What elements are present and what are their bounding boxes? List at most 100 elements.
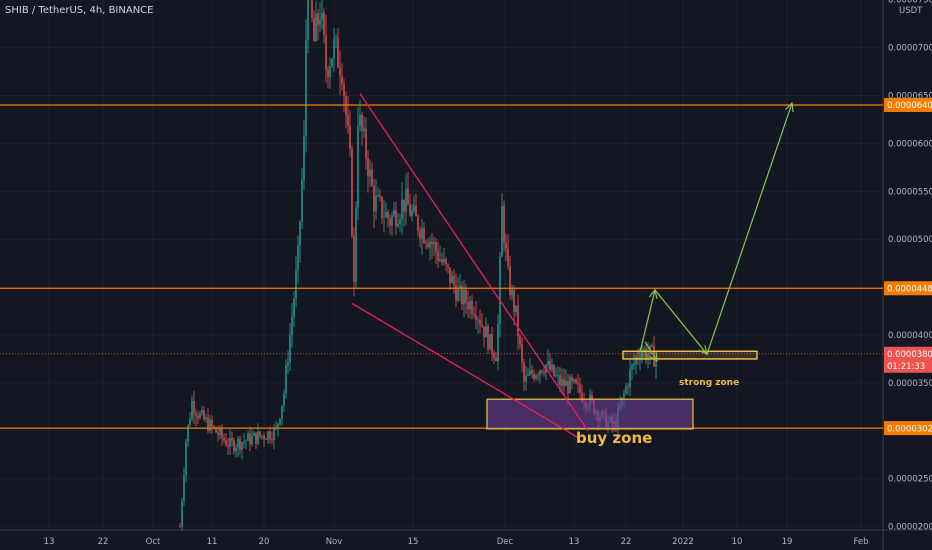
candle bbox=[477, 316, 479, 334]
candle-body bbox=[623, 393, 625, 398]
price-axis-panel bbox=[883, 0, 932, 550]
candle bbox=[267, 430, 269, 445]
candle bbox=[279, 418, 281, 426]
candle-body bbox=[639, 357, 641, 359]
candle bbox=[229, 429, 231, 456]
small-arrow bbox=[644, 341, 658, 362]
candle-body bbox=[417, 216, 419, 231]
candle bbox=[297, 235, 299, 284]
candle bbox=[423, 222, 425, 245]
candle-body bbox=[281, 405, 283, 419]
candle-body bbox=[543, 372, 545, 374]
y-axis-ticks: 0.000085000.000080000.000075000.00007000… bbox=[888, 0, 932, 533]
x-tick-label: Nov bbox=[326, 537, 343, 547]
candle bbox=[439, 245, 441, 263]
candle-body bbox=[387, 212, 389, 219]
candle bbox=[299, 220, 301, 263]
candle-body bbox=[527, 374, 529, 376]
candle-body bbox=[255, 432, 257, 444]
candle bbox=[393, 201, 395, 218]
candle bbox=[383, 199, 385, 233]
candle-body bbox=[371, 169, 373, 186]
x-tick-label: 11 bbox=[207, 537, 218, 547]
candle bbox=[493, 349, 495, 365]
candle-body bbox=[511, 289, 513, 295]
candle-body bbox=[467, 302, 469, 310]
x-tick-label: 13 bbox=[44, 537, 55, 547]
candle-body bbox=[547, 360, 549, 365]
candle bbox=[343, 78, 345, 113]
candle-body bbox=[535, 375, 537, 379]
candle bbox=[335, 35, 337, 48]
candle-body bbox=[319, 19, 321, 25]
candle bbox=[433, 236, 435, 257]
candle bbox=[293, 291, 295, 328]
candle-body bbox=[539, 370, 541, 376]
candle-body bbox=[647, 353, 649, 359]
small-arrow-head bbox=[649, 351, 658, 363]
candle bbox=[379, 189, 381, 202]
candle bbox=[397, 212, 399, 229]
candle bbox=[253, 430, 255, 437]
candle bbox=[427, 238, 429, 249]
candle bbox=[189, 412, 191, 427]
candle bbox=[205, 414, 207, 424]
wedge-upper-line[interactable] bbox=[359, 93, 589, 432]
candle bbox=[329, 57, 331, 90]
candle bbox=[505, 233, 507, 261]
candle-body bbox=[251, 435, 253, 445]
candle bbox=[485, 317, 487, 338]
candle bbox=[507, 234, 509, 270]
arrow-head-down bbox=[698, 345, 708, 356]
candle-body bbox=[495, 357, 497, 362]
buy-zone-box[interactable] bbox=[486, 398, 694, 430]
candle bbox=[545, 363, 547, 380]
candle-body bbox=[351, 148, 353, 237]
candle-body bbox=[533, 373, 535, 379]
candle-body bbox=[187, 425, 189, 442]
candle-body bbox=[441, 259, 443, 263]
wedge-lower-line[interactable] bbox=[351, 302, 579, 439]
candle bbox=[631, 363, 633, 380]
x-tick-label: Feb bbox=[853, 537, 868, 547]
candle-body bbox=[243, 441, 245, 443]
candle bbox=[629, 359, 631, 397]
candle bbox=[317, 9, 319, 41]
candle bbox=[213, 424, 215, 430]
candle-body bbox=[471, 300, 473, 314]
candle-body bbox=[201, 410, 203, 414]
candle bbox=[541, 369, 543, 375]
candle-body bbox=[509, 265, 511, 295]
candle bbox=[577, 373, 579, 394]
candle-body bbox=[459, 285, 461, 289]
projection-path[interactable] bbox=[639, 102, 793, 356]
candle-body bbox=[433, 242, 435, 245]
candle bbox=[451, 270, 453, 284]
candle bbox=[325, 14, 327, 83]
candle-body bbox=[555, 375, 557, 376]
candle bbox=[263, 432, 265, 448]
candle-body bbox=[489, 334, 491, 350]
candle-body bbox=[395, 210, 397, 227]
candle-body bbox=[385, 212, 387, 218]
strong-zone-box[interactable] bbox=[622, 350, 758, 360]
candle bbox=[435, 238, 437, 265]
candle-body bbox=[209, 419, 211, 432]
candle-body bbox=[401, 199, 403, 220]
candle bbox=[487, 324, 489, 354]
candle bbox=[233, 437, 235, 455]
candle-body bbox=[331, 58, 333, 67]
x-tick-label: 22 bbox=[98, 537, 109, 547]
candle bbox=[321, 0, 323, 30]
candle-body bbox=[499, 256, 501, 325]
candle bbox=[391, 211, 393, 236]
candle-body bbox=[199, 413, 201, 419]
candle-body bbox=[261, 435, 263, 437]
candle-body bbox=[531, 370, 533, 374]
candle-body bbox=[391, 215, 393, 226]
